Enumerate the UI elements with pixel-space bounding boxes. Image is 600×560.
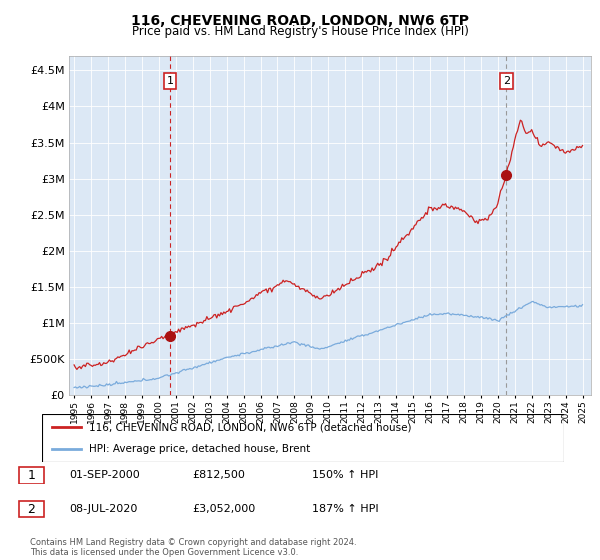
Text: HPI: Average price, detached house, Brent: HPI: Average price, detached house, Bren… [89, 444, 310, 454]
Text: 150% ↑ HPI: 150% ↑ HPI [312, 470, 379, 480]
Text: 116, CHEVENING ROAD, LONDON, NW6 6TP: 116, CHEVENING ROAD, LONDON, NW6 6TP [131, 14, 469, 28]
Text: 187% ↑ HPI: 187% ↑ HPI [312, 504, 379, 514]
Text: 116, CHEVENING ROAD, LONDON, NW6 6TP (detached house): 116, CHEVENING ROAD, LONDON, NW6 6TP (de… [89, 422, 412, 432]
Text: 1: 1 [28, 469, 35, 482]
Text: 2: 2 [503, 76, 510, 86]
Text: 1: 1 [167, 76, 173, 86]
Text: 08-JUL-2020: 08-JUL-2020 [69, 504, 137, 514]
Text: £3,052,000: £3,052,000 [192, 504, 255, 514]
Text: £812,500: £812,500 [192, 470, 245, 480]
Text: 01-SEP-2000: 01-SEP-2000 [69, 470, 140, 480]
Text: Contains HM Land Registry data © Crown copyright and database right 2024.
This d: Contains HM Land Registry data © Crown c… [30, 538, 356, 557]
Text: 2: 2 [28, 502, 35, 516]
Text: Price paid vs. HM Land Registry's House Price Index (HPI): Price paid vs. HM Land Registry's House … [131, 25, 469, 38]
